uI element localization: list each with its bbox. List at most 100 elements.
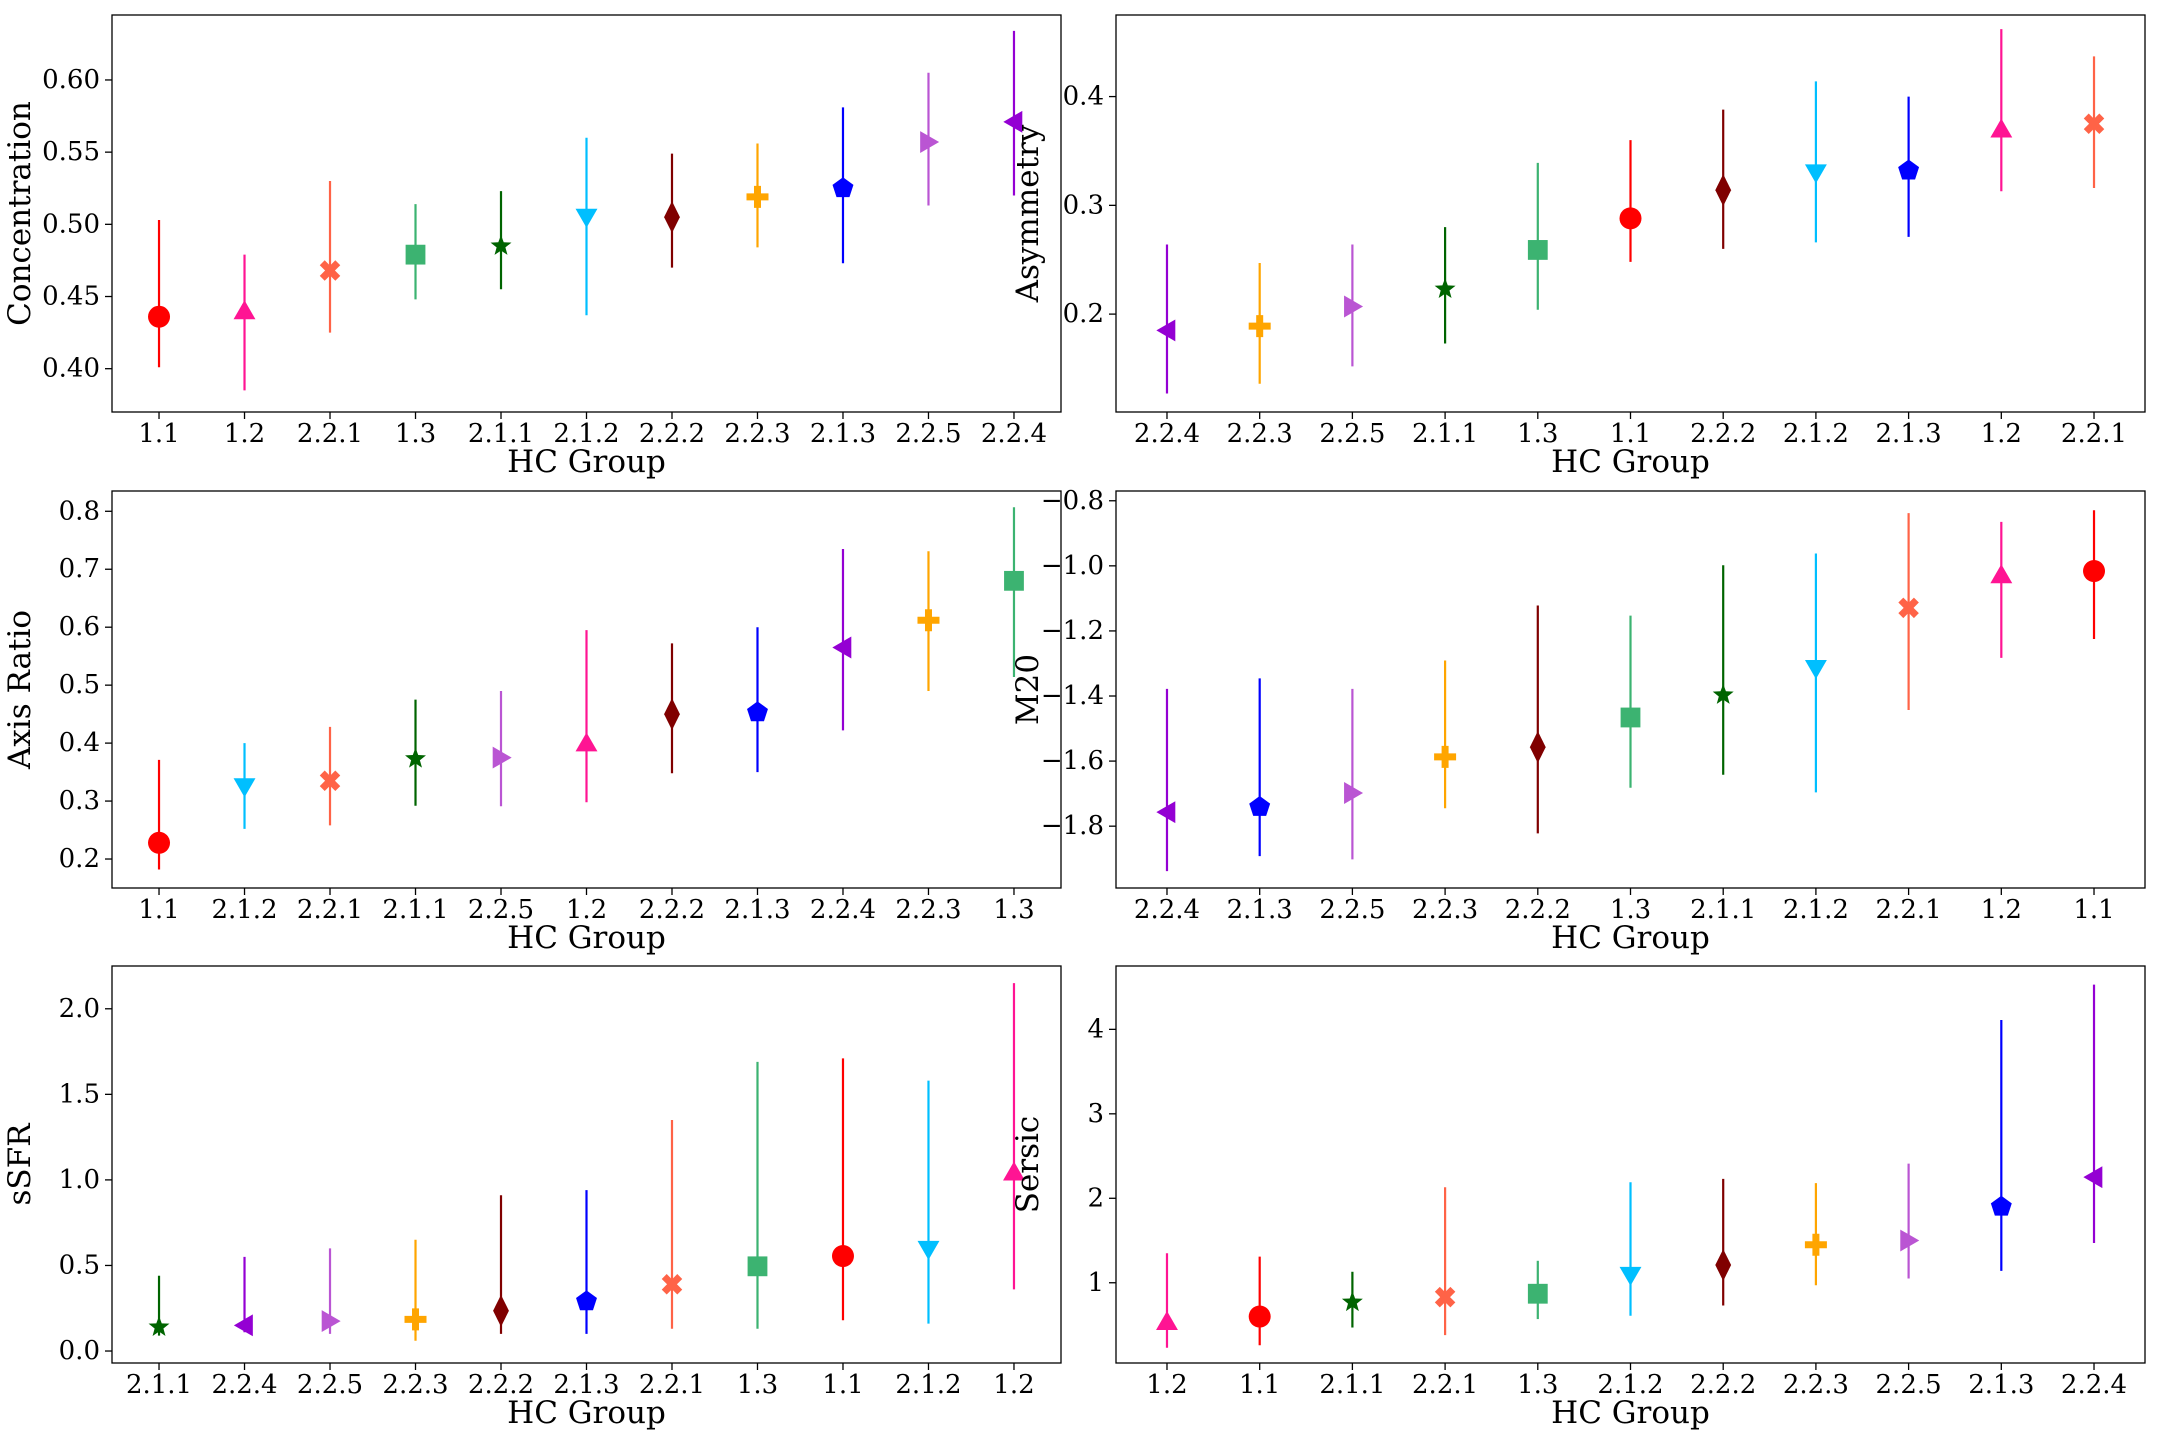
x-axis-label: HC Group bbox=[507, 444, 666, 480]
x-axis-label: HC Group bbox=[1551, 444, 1710, 480]
y-tick-label: −0.8 bbox=[1041, 486, 1104, 516]
x-tick-label: 2.1.3 bbox=[724, 895, 790, 925]
point-2.1.3 bbox=[832, 177, 854, 198]
x-tick-label: 2.2.1 bbox=[1876, 895, 1942, 925]
point-2.2.5 bbox=[920, 131, 940, 153]
x-tick-label: 2.1.1 bbox=[1412, 419, 1478, 449]
point-2.2.1 bbox=[661, 1274, 683, 1295]
point-2.1.2 bbox=[575, 208, 598, 228]
x-tick-label: 1.3 bbox=[993, 895, 1034, 925]
y-tick-label: 0.0 bbox=[59, 1336, 100, 1366]
y-tick-label: 0.5 bbox=[59, 1250, 100, 1280]
y-tick-label: 0.2 bbox=[59, 844, 100, 874]
x-tick-label: 1.3 bbox=[737, 1370, 778, 1400]
y-tick-label: 0.45 bbox=[42, 282, 100, 312]
x-tick-label: 2.2.4 bbox=[1134, 419, 1200, 449]
y-tick-label: 0.3 bbox=[1063, 190, 1104, 220]
point-2.2.2 bbox=[493, 1294, 509, 1327]
x-axis-label: HC Group bbox=[507, 920, 666, 956]
x-tick-label: 2.2.3 bbox=[895, 895, 961, 925]
point-2.2.2 bbox=[1529, 731, 1546, 764]
x-tick-label: 2.2.2 bbox=[468, 1370, 534, 1400]
x-tick-label: 2.2.2 bbox=[1505, 895, 1571, 925]
point-2.2.4 bbox=[832, 636, 852, 659]
y-tick-label: 2 bbox=[1087, 1183, 1104, 1213]
panel-6: 1 2 3 4 1.2 1.1 2.1.1 2.2.1 1.3 2.1.2 2.2.2 2.2.3 2.… bbox=[1010, 965, 2146, 1431]
point-2.1.1 bbox=[148, 1316, 170, 1336]
y-tick-label: 0.4 bbox=[1063, 82, 1104, 112]
y-axis-label: sSFR bbox=[2, 1122, 38, 1206]
y-tick-label: 0.50 bbox=[42, 209, 100, 239]
x-tick-label: 1.1 bbox=[138, 895, 179, 925]
y-tick-label: 3 bbox=[1087, 1099, 1104, 1129]
point-2.2.3 bbox=[1804, 1233, 1827, 1256]
y-tick-label: 1.5 bbox=[59, 1079, 100, 1109]
point-2.1.2 bbox=[233, 778, 256, 798]
y-tick-label: −1.4 bbox=[1041, 681, 1104, 711]
point-2.2.5 bbox=[1344, 295, 1364, 318]
y-tick-label: −1.0 bbox=[1041, 551, 1104, 581]
point-2.2.5 bbox=[492, 746, 512, 769]
y-tick-label: 2.0 bbox=[59, 994, 100, 1024]
point-2.2.3 bbox=[917, 609, 940, 632]
x-tick-label: 1.2 bbox=[1146, 1370, 1187, 1400]
point-1.2 bbox=[1990, 564, 2013, 584]
x-tick-label: 1.2 bbox=[1981, 419, 2022, 449]
x-tick-label: 2.2.4 bbox=[1134, 895, 1200, 925]
point-2.2.1 bbox=[1434, 1286, 1456, 1308]
x-tick-label: 2.2.5 bbox=[895, 419, 961, 449]
y-tick-label: 0.6 bbox=[59, 612, 100, 642]
point-2.1.3 bbox=[1898, 159, 1920, 180]
x-tick-label: 2.2.1 bbox=[1412, 1370, 1478, 1400]
point-1.1 bbox=[148, 831, 171, 854]
y-tick-label: −1.2 bbox=[1041, 616, 1104, 646]
point-1.3 bbox=[747, 1256, 768, 1277]
point-1.1 bbox=[831, 1245, 854, 1268]
y-tick-label: 0.40 bbox=[42, 354, 100, 384]
x-tick-label: 2.2.5 bbox=[468, 895, 534, 925]
y-tick-label: 0.55 bbox=[42, 137, 100, 167]
x-axis-label: HC Group bbox=[1551, 1395, 1710, 1431]
point-2.1.2 bbox=[1619, 1266, 1642, 1286]
x-tick-label: 2.1.1 bbox=[1319, 1370, 1385, 1400]
point-2.2.5 bbox=[1344, 782, 1364, 804]
x-tick-label: 2.2.4 bbox=[2061, 1370, 2127, 1400]
point-1.2 bbox=[1156, 1310, 1178, 1330]
x-tick-label: 2.2.4 bbox=[810, 895, 876, 925]
y-tick-label: 0.7 bbox=[59, 554, 100, 584]
y-axis-label: Sersic bbox=[1010, 1116, 1046, 1214]
x-tick-label: 2.1.2 bbox=[211, 895, 277, 925]
x-tick-label: 1.1 bbox=[2073, 895, 2114, 925]
x-tick-label: 2.1.1 bbox=[126, 1370, 192, 1400]
x-tick-label: 2.2.3 bbox=[1783, 1370, 1849, 1400]
panel-3: 0.2 0.3 0.4 0.5 0.6 0.7 0.8 1.1 2.1.2 2.2.1 2.1.1 2… bbox=[2, 490, 1062, 956]
point-2.2.2 bbox=[1715, 1249, 1732, 1281]
x-tick-label: 2.2.1 bbox=[639, 1370, 705, 1400]
point-1.3 bbox=[405, 244, 426, 265]
x-tick-label: 1.1 bbox=[138, 419, 179, 449]
x-tick-label: 2.2.1 bbox=[2061, 419, 2127, 449]
x-tick-label: 1.2 bbox=[224, 419, 265, 449]
point-2.2.4 bbox=[233, 1314, 253, 1337]
x-tick-label: 2.2.3 bbox=[1412, 895, 1478, 925]
y-axis-label: Asymmetry bbox=[1010, 124, 1046, 303]
point-2.2.5 bbox=[321, 1310, 341, 1333]
point-1.1 bbox=[148, 305, 171, 328]
point-2.2.3 bbox=[1248, 315, 1271, 338]
point-2.2.5 bbox=[1900, 1229, 1920, 1252]
y-axis-label: Concentration bbox=[2, 101, 38, 326]
point-2.2.2 bbox=[664, 698, 680, 731]
point-2.1.1 bbox=[1434, 278, 1456, 298]
x-tick-label: 1.2 bbox=[566, 895, 607, 925]
y-tick-label: 0.8 bbox=[59, 496, 100, 526]
point-2.2.3 bbox=[404, 1308, 427, 1331]
point-2.1.2 bbox=[1804, 164, 1827, 184]
point-2.1.3 bbox=[1990, 1195, 2012, 1216]
x-tick-label: 2.2.3 bbox=[724, 419, 790, 449]
point-2.2.1 bbox=[2083, 113, 2105, 135]
x-tick-label: 1.1 bbox=[1239, 1370, 1280, 1400]
x-tick-label: 1.1 bbox=[822, 1370, 863, 1400]
x-tick-label: 2.2.2 bbox=[639, 419, 705, 449]
point-2.1.1 bbox=[490, 234, 512, 255]
